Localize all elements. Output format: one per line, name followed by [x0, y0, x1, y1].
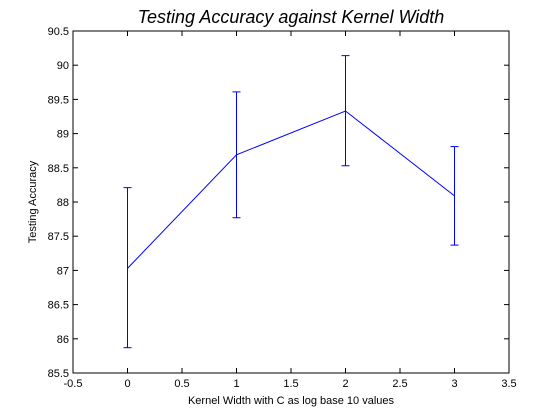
x-tick-label: 0 [124, 378, 130, 390]
y-tick-label: 90.5 [48, 26, 69, 38]
y-tick-labels: 85.5 86 86.5 87 87.5 88 88.5 89 89.5 90 90.5 [48, 26, 69, 380]
x-tick-label: 1.5 [283, 378, 298, 390]
x-tick-label: 0.5 [174, 378, 189, 390]
series-line [127, 110, 455, 269]
y-tick-label: 89 [57, 129, 69, 141]
y-tick-label: 87.5 [48, 231, 69, 243]
x-tick-label: -0.5 [64, 378, 83, 390]
series-group [123, 55, 459, 349]
x-tick-label: 1 [233, 378, 239, 390]
x-tick-label: 3 [451, 378, 457, 390]
x-tick-label: 3.5 [501, 378, 516, 390]
y-axis-label: Testing Accuracy [27, 160, 39, 243]
axis-ticks [72, 30, 510, 374]
x-tick-label: 2 [342, 378, 348, 390]
y-tick-label: 88 [57, 197, 69, 209]
y-tick-label: 86 [57, 334, 69, 346]
y-tick-label: 90 [57, 60, 69, 72]
chart-title: Testing Accuracy against Kernel Width [138, 7, 445, 27]
y-tick-label: 85.5 [48, 368, 69, 380]
y-tick-label: 87 [57, 265, 69, 277]
y-tick-label: 86.5 [48, 300, 69, 312]
x-tick-label: 2.5 [392, 378, 407, 390]
y-tick-label: 88.5 [48, 163, 69, 175]
x-tick-labels: -0.5 0 0.5 1 1.5 2 2.5 3 3.5 [64, 378, 517, 390]
y-tick-label: 89.5 [48, 94, 69, 106]
plot-area [72, 30, 510, 374]
x-axis-label: Kernel Width with C as log base 10 value… [188, 395, 395, 407]
